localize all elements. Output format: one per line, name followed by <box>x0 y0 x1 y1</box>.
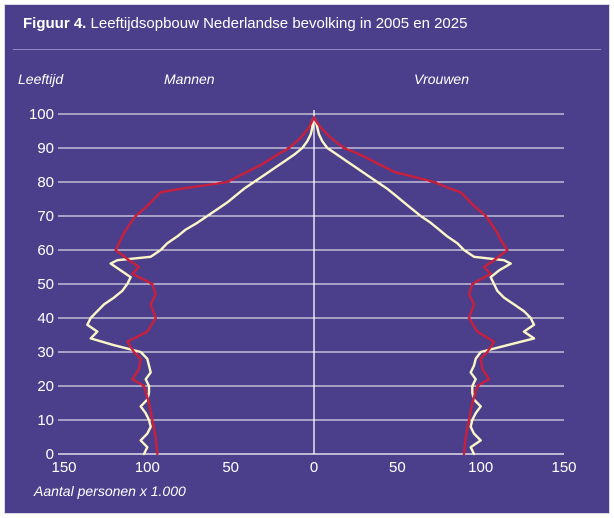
x-tick-labels: 150 100 50 0 50 100 150 <box>51 459 576 476</box>
x-tick-1: 100 <box>135 459 160 476</box>
men-label: Mannen <box>164 71 215 87</box>
y-tick-10: 10 <box>37 412 54 429</box>
y-axis-label: Leeftijd <box>18 71 64 87</box>
x-tick-2: 50 <box>222 459 239 476</box>
x-tick-5: 100 <box>468 459 493 476</box>
x-tick-4: 50 <box>389 459 406 476</box>
y-tick-90: 90 <box>37 140 54 157</box>
x-tick-3: 0 <box>310 459 318 476</box>
y-tick-50: 50 <box>37 276 54 293</box>
series-2005-men-line <box>86 116 316 456</box>
x-tick-0: 150 <box>51 459 76 476</box>
gridlines <box>58 113 564 455</box>
women-label: Vrouwen <box>414 71 469 87</box>
y-tick-labels: 0 10 20 30 40 50 60 70 80 90 100 <box>29 106 54 463</box>
figure-number: Figuur 4. <box>23 15 87 32</box>
figure-title: Figuur 4. Leeftijdsopbouw Nederlandse be… <box>23 15 467 32</box>
title-divider <box>13 49 601 50</box>
series-2025-women-line <box>312 116 509 456</box>
x-tick-6: 150 <box>551 459 576 476</box>
y-tick-0: 0 <box>46 446 54 463</box>
figure-caption: Leeftijdsopbouw Nederlandse bevolking in… <box>86 15 468 32</box>
y-tick-100: 100 <box>29 106 54 123</box>
y-tick-80: 80 <box>37 174 54 191</box>
series-2025-men-line <box>114 116 316 456</box>
y-tick-60: 60 <box>37 242 54 259</box>
y-tick-70: 70 <box>37 208 54 225</box>
figure-panel: Figuur 4. Leeftijdsopbouw Nederlandse be… <box>4 4 610 514</box>
x-axis-label: Aantal personen x 1.000 <box>33 483 186 499</box>
y-tick-30: 30 <box>37 344 54 361</box>
series-2005-women-line <box>312 116 536 456</box>
series-lines <box>86 116 536 456</box>
y-tick-40: 40 <box>37 310 54 327</box>
y-tick-20: 20 <box>37 378 54 395</box>
